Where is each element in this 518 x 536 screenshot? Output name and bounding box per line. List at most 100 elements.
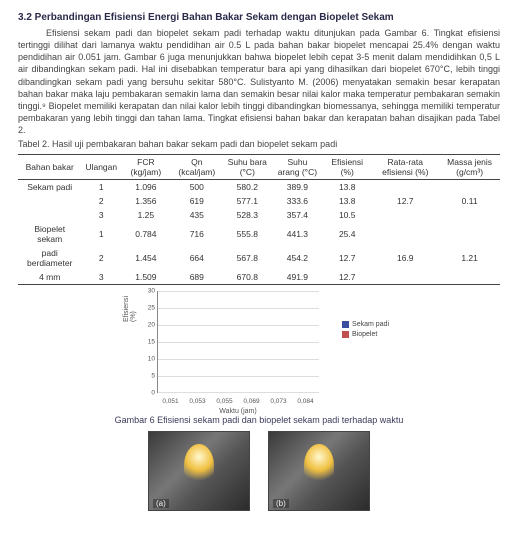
table-cell: 670.8 <box>223 270 272 285</box>
table-cell: 0.784 <box>121 222 171 246</box>
col-fuel: Bahan bakar <box>18 155 81 180</box>
table-cell: 664 <box>171 246 223 270</box>
col-avg: Rata-rata efisiensi (%) <box>371 155 439 180</box>
table-cell: 1 <box>81 180 121 195</box>
photo-b-label: (b) <box>273 499 289 508</box>
y-axis-label: Efisiensi (%) <box>123 288 137 322</box>
table-header-row: Bahan bakar Ulangan FCR (kg/jam) Qn (kca… <box>18 155 500 180</box>
table-row: Biopelet sekam10.784716555.8441.325.4 <box>18 222 500 246</box>
x-tick-label: 0,051 <box>162 398 178 405</box>
table-cell: 13.8 <box>323 194 371 208</box>
table-cell <box>439 208 500 222</box>
table-cell: 389.9 <box>272 180 323 195</box>
x-tick-label: 0,069 <box>243 398 259 405</box>
table-cell: 435 <box>171 208 223 222</box>
table-cell <box>18 208 81 222</box>
table-cell: 500 <box>171 180 223 195</box>
photo-row: (a) (b) <box>18 431 500 511</box>
photo-a: (a) <box>148 431 250 511</box>
y-tick-label: 0 <box>151 390 155 397</box>
legend-swatch <box>342 331 349 338</box>
table-cell <box>439 222 500 246</box>
legend-item: Sekam padi <box>342 321 389 328</box>
chart-legend: Sekam padi Biopelet <box>342 321 389 341</box>
photo-a-label: (a) <box>153 499 169 508</box>
y-axis: Efisiensi (%) 051015202530 <box>129 291 157 393</box>
table-cell: 16.9 <box>371 246 439 270</box>
body-paragraph: Efisiensi sekam padi dan biopelet sekam … <box>18 27 500 136</box>
col-bara: Suhu bara (°C) <box>223 155 272 180</box>
table-cell: 2 <box>81 246 121 270</box>
table-cell: 689 <box>171 270 223 285</box>
y-tick-label: 10 <box>148 356 155 363</box>
col-rep: Ulangan <box>81 155 121 180</box>
table-cell <box>371 180 439 195</box>
table-cell: 13.8 <box>323 180 371 195</box>
legend-item: Biopelet <box>342 331 389 338</box>
table-cell: 1.454 <box>121 246 171 270</box>
table-cell: 1.096 <box>121 180 171 195</box>
table-cell: 0.11 <box>439 194 500 208</box>
plot-area <box>157 291 319 393</box>
table-row: 21.356619577.1333.613.812.70.11 <box>18 194 500 208</box>
table-cell: 333.6 <box>272 194 323 208</box>
table-cell: 3 <box>81 270 121 285</box>
table-cell: 10.5 <box>323 208 371 222</box>
col-arang: Suhu arang (°C) <box>272 155 323 180</box>
table-cell <box>371 222 439 246</box>
table-cell: 12.7 <box>371 194 439 208</box>
table-cell <box>439 270 500 285</box>
table-cell: 357.4 <box>272 208 323 222</box>
table-cell: 441.3 <box>272 222 323 246</box>
chart-caption: Gambar 6 Efisiensi sekam padi dan biopel… <box>18 415 500 425</box>
table-row: 4 mm31.509689670.8491.912.7 <box>18 270 500 285</box>
col-fcr: FCR (kg/jam) <box>121 155 171 180</box>
table-cell: 580.2 <box>223 180 272 195</box>
table-row: Sekam padi11.096500580.2389.913.8 <box>18 180 500 195</box>
y-tick-label: 5 <box>151 373 155 380</box>
table-caption: Tabel 2. Hasil uji pembakaran bahan baka… <box>18 138 500 150</box>
x-axis-labels: 0,0510,0530,0550,0690,0730,084 <box>157 398 319 405</box>
table-row: padi berdiameter21.454664567.8454.212.71… <box>18 246 500 270</box>
results-table: Bahan bakar Ulangan FCR (kg/jam) Qn (kca… <box>18 154 500 285</box>
y-tick-label: 15 <box>148 339 155 346</box>
x-axis-title: Waktu (jam) <box>157 408 319 415</box>
table-cell: 454.2 <box>272 246 323 270</box>
table-cell: 567.8 <box>223 246 272 270</box>
efficiency-chart: Efisiensi (%) 051015202530 0,0510,0530,0… <box>129 291 389 411</box>
table-cell: 12.7 <box>323 270 371 285</box>
section-heading: 3.2 Perbandingan Efisiensi Energi Bahan … <box>18 12 500 23</box>
chart-container: Efisiensi (%) 051015202530 0,0510,0530,0… <box>18 291 500 411</box>
table-cell <box>371 270 439 285</box>
col-mass: Massa jenis (g/cm³) <box>439 155 500 180</box>
table-cell <box>439 180 500 195</box>
x-tick-label: 0,073 <box>270 398 286 405</box>
y-tick-label: 30 <box>148 288 155 295</box>
y-tick-label: 25 <box>148 305 155 312</box>
table-cell: 4 mm <box>18 270 81 285</box>
table-cell: 555.8 <box>223 222 272 246</box>
col-eff: Efisiensi (%) <box>323 155 371 180</box>
table-cell: 3 <box>81 208 121 222</box>
table-cell: Sekam padi <box>18 180 81 195</box>
table-cell: 491.9 <box>272 270 323 285</box>
photo-b: (b) <box>268 431 370 511</box>
table-cell: 12.7 <box>323 246 371 270</box>
col-qn: Qn (kcal/jam) <box>171 155 223 180</box>
table-cell: Biopelet sekam <box>18 222 81 246</box>
legend-swatch <box>342 321 349 328</box>
legend-text: Biopelet <box>352 331 377 338</box>
table-cell: 528.3 <box>223 208 272 222</box>
x-tick-label: 0,084 <box>297 398 313 405</box>
table-cell: 2 <box>81 194 121 208</box>
legend-text: Sekam padi <box>352 321 389 328</box>
x-tick-label: 0,053 <box>189 398 205 405</box>
table-cell: 716 <box>171 222 223 246</box>
table-cell: 619 <box>171 194 223 208</box>
table-cell <box>371 208 439 222</box>
table-cell: 25.4 <box>323 222 371 246</box>
table-cell: 577.1 <box>223 194 272 208</box>
table-cell: 1.509 <box>121 270 171 285</box>
table-cell: padi berdiameter <box>18 246 81 270</box>
table-cell: 1.356 <box>121 194 171 208</box>
